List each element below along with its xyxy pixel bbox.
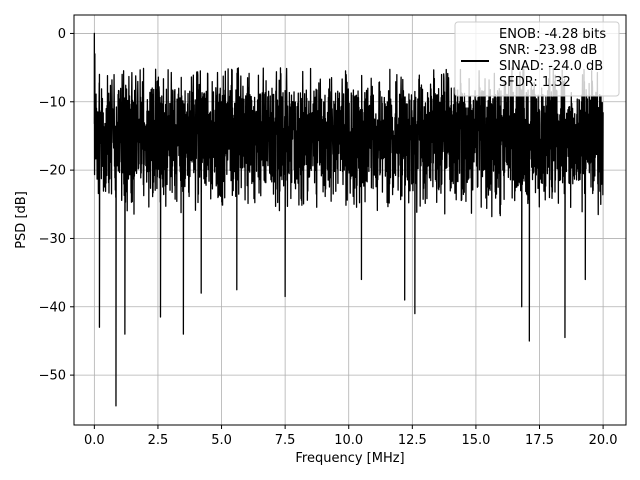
plot-frame xyxy=(73,14,627,426)
legend-sfdr: SFDR: 1.32 xyxy=(499,75,571,90)
legend-sinad: SINAD: -24.0 dB xyxy=(499,59,603,74)
legend-enob: ENOB: -4.28 bits xyxy=(499,27,606,42)
x-tick-label: 7.5 xyxy=(275,433,296,448)
y-tick-label: −10 xyxy=(39,95,66,110)
x-tick-label: 12.5 xyxy=(398,433,427,448)
x-tick-label: 17.5 xyxy=(525,433,554,448)
axis-ticks: 0.0 2.5 5.0 7.5 10.0 12.5 15.0 17.5 20.0 0 −10 −20 −… xyxy=(39,27,618,448)
x-axis-label: Frequency [MHz] xyxy=(295,451,404,466)
legend-box xyxy=(454,21,620,97)
x-tick-label: 5.0 xyxy=(211,433,232,448)
x-tick-label: 10.0 xyxy=(334,433,363,448)
x-tick-label: 0.0 xyxy=(84,433,105,448)
y-tick-label: −20 xyxy=(39,164,66,179)
x-tick-label: 20.0 xyxy=(589,433,618,448)
psd-trace xyxy=(93,32,604,407)
y-tick-label: −50 xyxy=(39,369,66,384)
legend: ENOB: -4.28 bits SNR: -23.98 dB SINAD: -… xyxy=(454,21,620,97)
y-tick-label: −30 xyxy=(39,232,66,247)
y-tick-label: 0 xyxy=(58,27,66,42)
psd-series xyxy=(93,32,604,407)
x-tick-label: 2.5 xyxy=(148,433,169,448)
legend-snr: SNR: -23.98 dB xyxy=(499,43,597,58)
x-tick-label: 15.0 xyxy=(461,433,490,448)
y-axis-label: PSD [dB] xyxy=(14,191,29,249)
y-tick-label: −40 xyxy=(39,300,66,315)
